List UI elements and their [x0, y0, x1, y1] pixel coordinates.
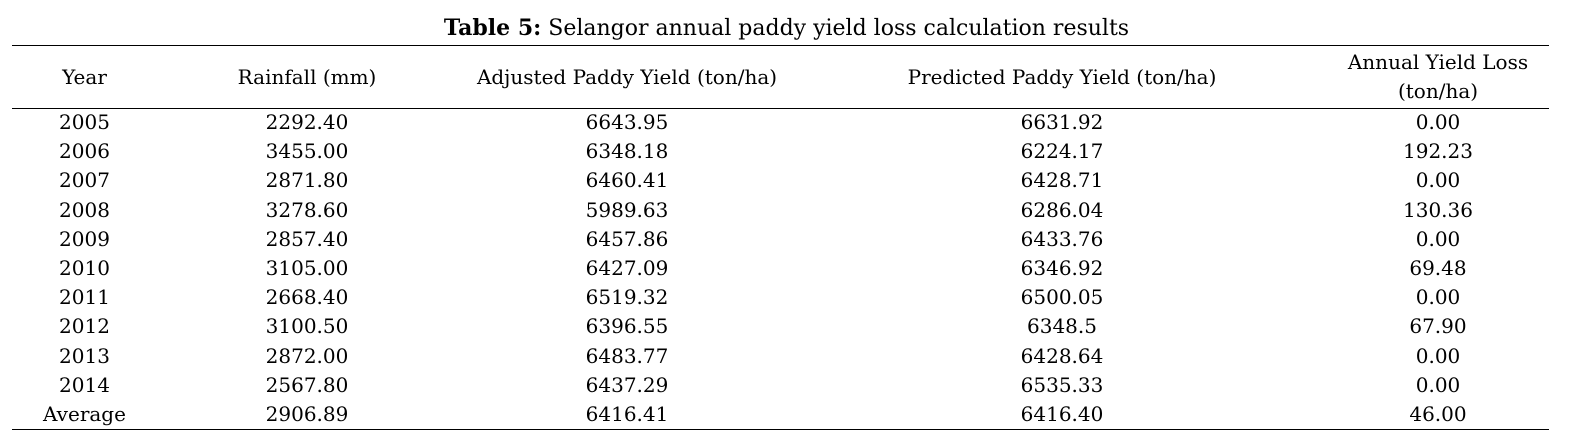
cell-year: 2009 — [59, 226, 110, 251]
table-caption: Table 5: Selangor annual paddy yield los… — [0, 14, 1573, 43]
cell-rainfall: 2857.40 — [265, 226, 349, 251]
cell-rainfall: 2567.80 — [265, 372, 349, 397]
cell-predicted-yield: 6416.40 — [1020, 402, 1104, 426]
cell-adjusted-yield: 6460.41 — [585, 168, 669, 193]
column-header-year: Year — [62, 64, 107, 89]
column-header-predicted-yield: Predicted Paddy Yield (ton/ha) — [907, 64, 1217, 89]
cell-adjusted-yield: 5989.63 — [585, 197, 669, 222]
cell-predicted-yield: 6631.92 — [1020, 110, 1104, 134]
cell-rainfall: 2871.80 — [265, 168, 349, 193]
cell-rainfall: 2292.40 — [265, 110, 349, 134]
cell-adjusted-yield: 6396.55 — [585, 314, 669, 339]
cell-predicted-yield: 6535.33 — [1020, 372, 1104, 397]
cell-adjusted-yield: 6519.32 — [585, 285, 669, 310]
column-header-rainfall: Rainfall (mm) — [237, 64, 377, 89]
cell-adjusted-yield: 6457.86 — [585, 226, 669, 251]
cell-predicted-yield: 6286.04 — [1020, 197, 1104, 222]
cell-annual-yield-loss: 0.00 — [1415, 372, 1461, 397]
cell-rainfall: 2906.89 — [265, 402, 349, 426]
cell-year: 2006 — [59, 139, 110, 164]
cell-predicted-yield: 6224.17 — [1020, 139, 1104, 164]
cell-annual-yield-loss: 0.00 — [1415, 343, 1461, 368]
cell-predicted-yield: 6500.05 — [1020, 285, 1104, 310]
cell-year: 2010 — [59, 256, 110, 280]
cell-year: 2014 — [59, 372, 110, 397]
cell-rainfall: 3105.00 — [265, 256, 349, 280]
cell-year: 2005 — [59, 110, 110, 134]
cell-annual-yield-loss: 0.00 — [1415, 110, 1461, 134]
cell-predicted-yield: 6346.92 — [1020, 256, 1104, 280]
table-top-rule — [12, 45, 1549, 46]
cell-year: Average — [43, 402, 126, 426]
cell-annual-yield-loss: 192.23 — [1403, 139, 1473, 164]
table-caption-label: Table 5: — [443, 15, 542, 41]
cell-adjusted-yield: 6416.41 — [585, 402, 669, 426]
cell-adjusted-yield: 6348.18 — [585, 139, 669, 164]
cell-annual-yield-loss: 0.00 — [1415, 168, 1461, 193]
table-header-rule — [12, 108, 1549, 109]
cell-rainfall: 2668.40 — [265, 285, 349, 310]
table-caption-title: Selangor annual paddy yield loss calcula… — [548, 16, 1130, 41]
cell-predicted-yield: 6433.76 — [1020, 226, 1104, 251]
cell-year: 2011 — [59, 285, 110, 310]
cell-rainfall: 3100.50 — [265, 314, 349, 339]
cell-rainfall: 3455.00 — [265, 139, 349, 164]
cell-year: 2013 — [59, 343, 110, 368]
cell-adjusted-yield: 6437.29 — [585, 372, 669, 397]
cell-rainfall: 2872.00 — [265, 343, 349, 368]
cell-annual-yield-loss: 130.36 — [1403, 197, 1473, 222]
cell-adjusted-yield: 6427.09 — [585, 256, 669, 280]
cell-annual-yield-loss: 0.00 — [1415, 285, 1461, 310]
cell-predicted-yield: 6348.5 — [1027, 314, 1097, 339]
cell-annual-yield-loss: 69.48 — [1409, 256, 1467, 280]
cell-annual-yield-loss: 67.90 — [1409, 314, 1467, 339]
cell-year: 2008 — [59, 197, 110, 222]
cell-rainfall: 3278.60 — [265, 197, 349, 222]
cell-predicted-yield: 6428.71 — [1020, 168, 1104, 193]
cell-annual-yield-loss: 46.00 — [1409, 402, 1467, 426]
cell-predicted-yield: 6428.64 — [1020, 343, 1104, 368]
column-header-annual-yield-loss: Annual Yield Loss (ton/ha) — [1347, 50, 1529, 103]
table-bottom-rule — [12, 429, 1549, 430]
cell-year: 2012 — [59, 314, 110, 339]
cell-adjusted-yield: 6483.77 — [585, 343, 669, 368]
cell-annual-yield-loss: 0.00 — [1415, 226, 1461, 251]
cell-adjusted-yield: 6643.95 — [585, 110, 669, 134]
column-header-adjusted-yield: Adjusted Paddy Yield (ton/ha) — [476, 64, 778, 89]
cell-year: 2007 — [59, 168, 110, 193]
